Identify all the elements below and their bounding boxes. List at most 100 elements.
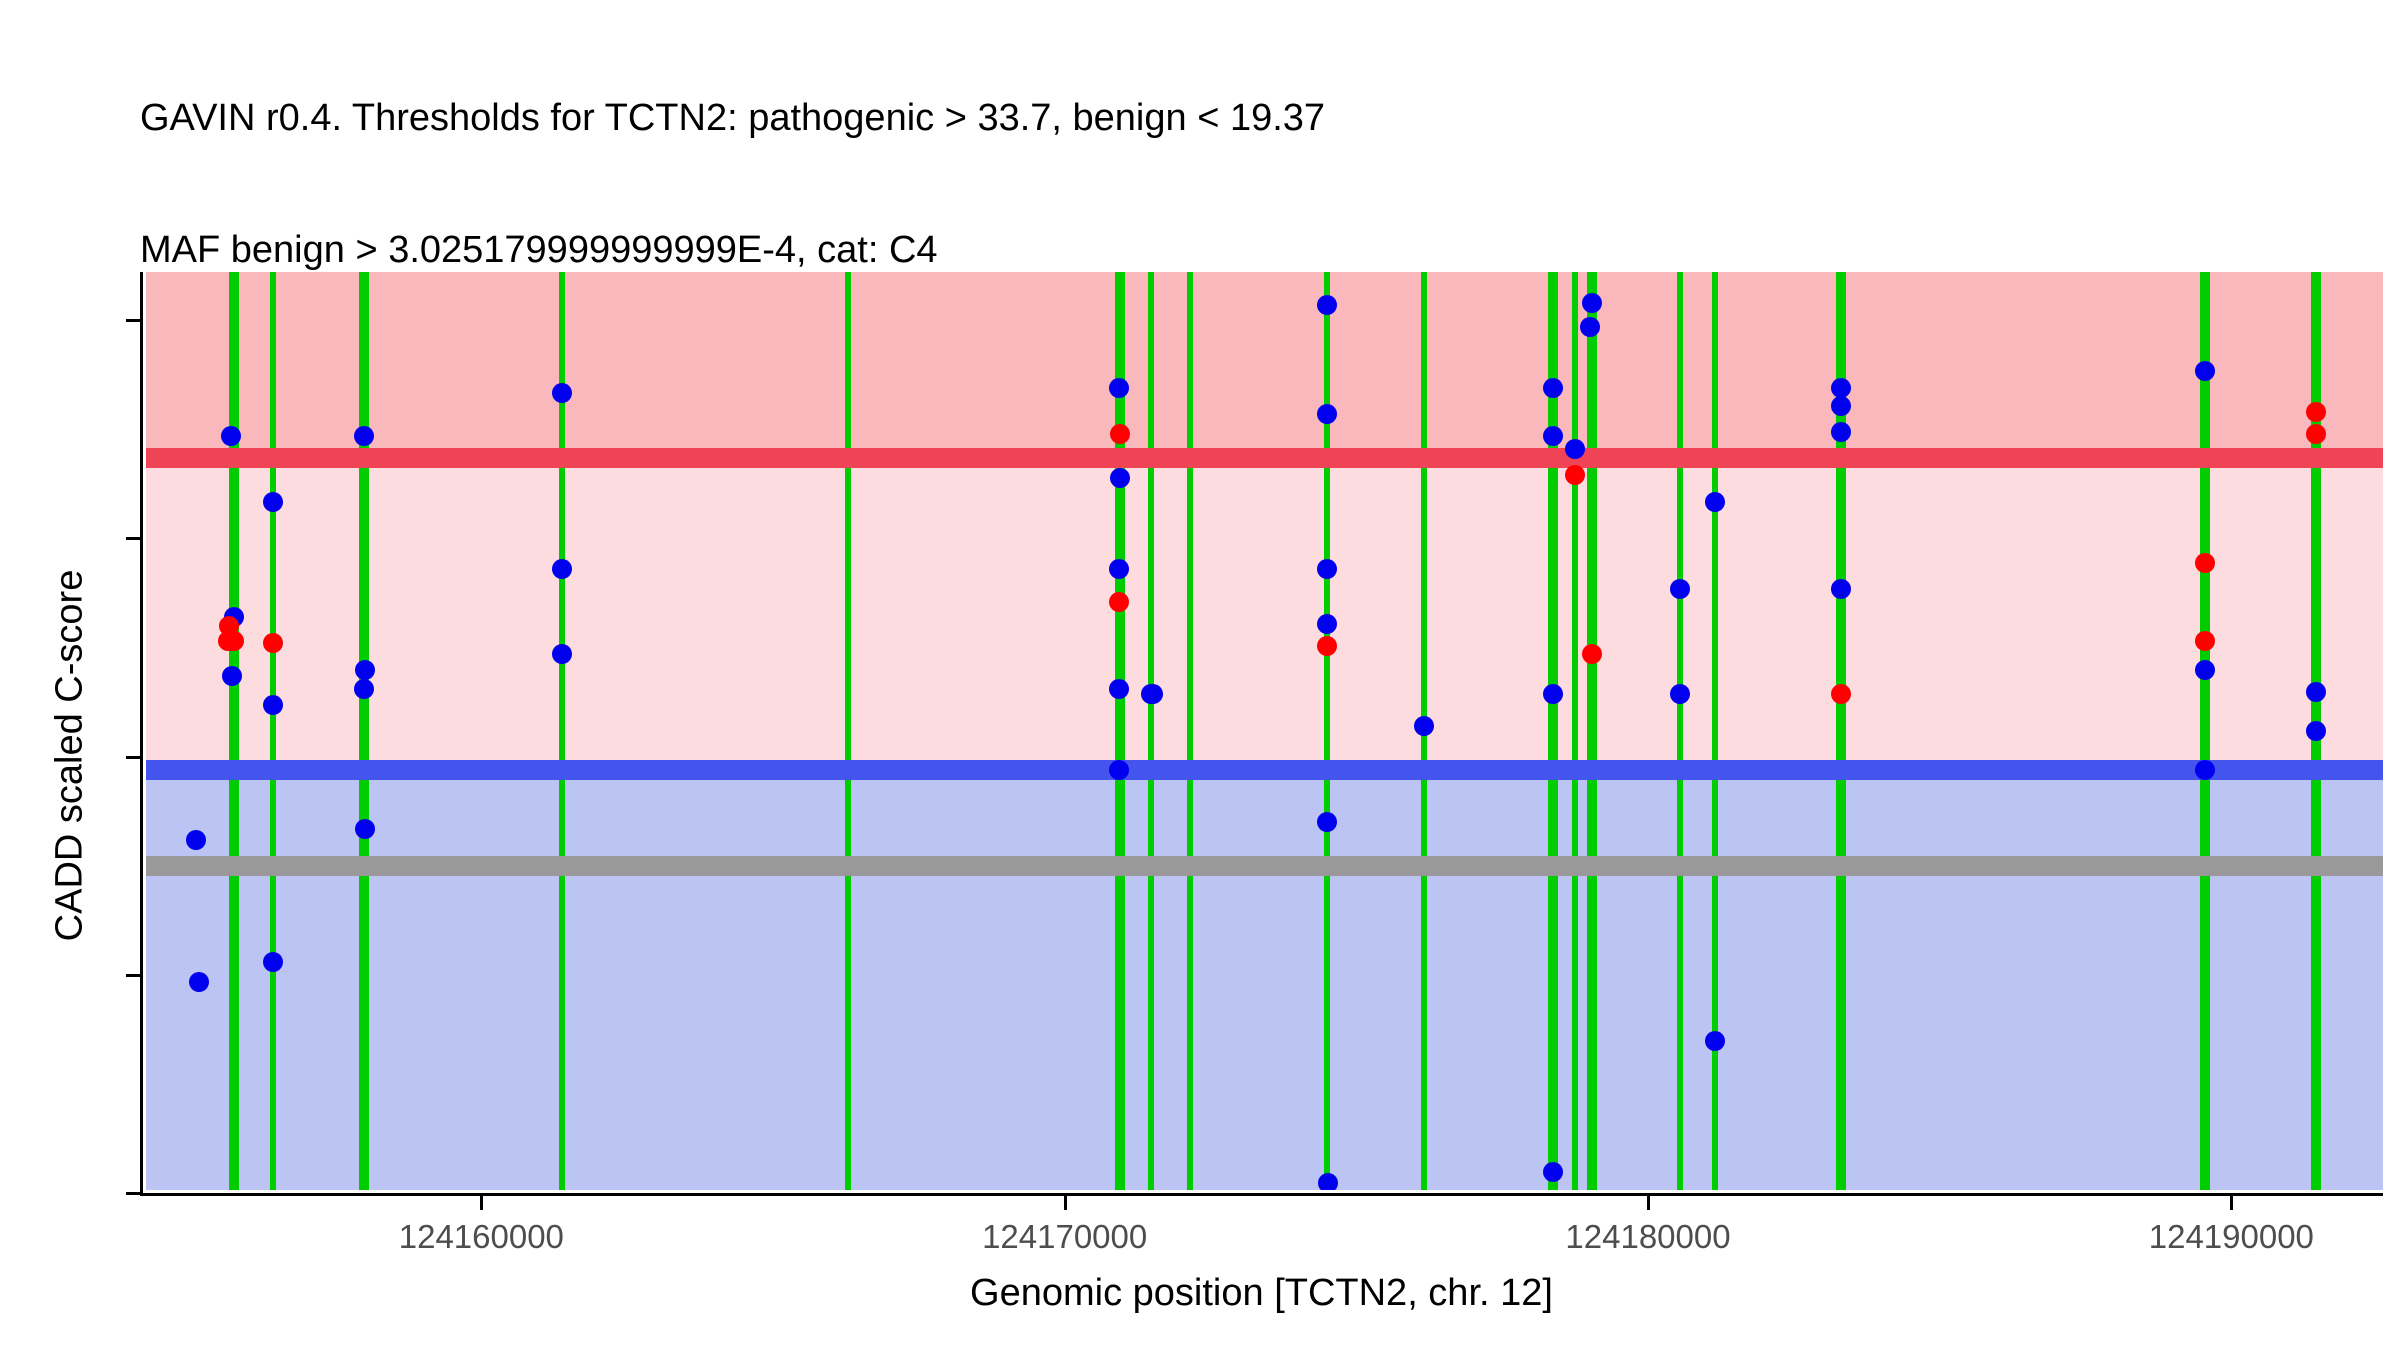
title-line-2: MAF benign > 3.025179999999999E-4, cat: … xyxy=(140,229,938,271)
y-tick-mark xyxy=(126,319,140,322)
gnomad-variant-point[interactable] xyxy=(221,426,242,447)
gnomad-variant-point[interactable] xyxy=(186,829,207,850)
gnomad-variant-point[interactable] xyxy=(263,952,284,973)
x-tick-label: 124190000 xyxy=(2148,1218,2314,1255)
gnomad-variant-point[interactable] xyxy=(1580,317,1601,338)
gnomad-variant-point[interactable] xyxy=(551,644,572,665)
gnomad-variant-point[interactable] xyxy=(2195,760,2216,781)
gnomad-variant-point[interactable] xyxy=(1543,1161,1563,1182)
y-tick-mark xyxy=(126,1192,140,1195)
clinvar-pathogenic-variant-point[interactable] xyxy=(223,631,244,652)
gnomad-variant-point[interactable] xyxy=(1142,683,1163,704)
refseq-exon-line xyxy=(228,272,239,1190)
gnomad-variant-point[interactable] xyxy=(1109,559,1129,580)
genome-wide-fallback-threshold-line xyxy=(146,855,2383,876)
gnomad-variant-point[interactable] xyxy=(1830,578,1851,599)
clinvar-pathogenic-variant-point[interactable] xyxy=(2306,402,2326,423)
gnomad-variant-point[interactable] xyxy=(2195,659,2216,680)
gnomad-variant-point[interactable] xyxy=(1317,613,1338,634)
gnomad-variant-point[interactable] xyxy=(1705,491,1726,512)
benign-threshold-line xyxy=(146,760,2383,781)
gnomad-variant-point[interactable] xyxy=(1413,716,1434,737)
refseq-exon-line xyxy=(1115,272,1126,1190)
y-tick-mark xyxy=(126,537,140,541)
gnomad-variant-point[interactable] xyxy=(1670,683,1691,704)
clinvar-pathogenic-variant-point[interactable] xyxy=(2195,631,2216,652)
gnomad-variant-point[interactable] xyxy=(188,971,209,992)
refseq-exon-line xyxy=(1324,272,1331,1190)
gnomad-variant-point[interactable] xyxy=(1317,812,1338,833)
vous-band xyxy=(146,457,2383,771)
clinvar-pathogenic-variant-point[interactable] xyxy=(1565,465,1586,486)
clinvar-pathogenic-variant-point[interactable] xyxy=(2195,552,2216,573)
clinvar-pathogenic-variant-point[interactable] xyxy=(1581,644,1602,665)
clinvar-pathogenic-variant-point[interactable] xyxy=(1109,592,1129,613)
gnomad-variant-point[interactable] xyxy=(1317,1172,1338,1190)
refseq-exon-line xyxy=(1147,272,1154,1190)
gnomad-variant-point[interactable] xyxy=(1705,1030,1726,1051)
pathogenic-threshold-line xyxy=(146,447,2383,468)
pathogenic-band xyxy=(146,272,2383,458)
gnomad-variant-point[interactable] xyxy=(1543,378,1563,399)
clinvar-pathogenic-variant-point[interactable] xyxy=(262,633,283,654)
gnomad-variant-point[interactable] xyxy=(1543,426,1563,447)
y-axis-title: CADD scaled C-score xyxy=(48,569,91,942)
gnomad-variant-point[interactable] xyxy=(1109,760,1129,781)
gnomad-variant-point[interactable] xyxy=(1317,404,1338,425)
refseq-exon-line xyxy=(1548,272,1558,1190)
gnomad-variant-point[interactable] xyxy=(1317,295,1338,316)
gnomad-variant-point[interactable] xyxy=(262,491,283,512)
x-tick-label: 124180000 xyxy=(1565,1218,1731,1255)
gnomad-variant-point[interactable] xyxy=(1317,559,1338,580)
gnomad-variant-point[interactable] xyxy=(1670,578,1691,599)
plot-frame xyxy=(140,272,2383,1196)
gnomad-variant-point[interactable] xyxy=(2195,360,2216,381)
clinvar-pathogenic-variant-point[interactable] xyxy=(218,616,239,637)
gnomad-variant-point[interactable] xyxy=(1109,378,1129,399)
refseq-exon-line xyxy=(269,272,276,1190)
refseq-exon-line xyxy=(558,272,565,1190)
y-tick-mark xyxy=(126,755,140,759)
title-line-1: GAVIN r0.4. Thresholds for TCTN2: pathog… xyxy=(140,97,1326,139)
benign-band xyxy=(146,770,2383,1190)
gnomad-variant-point[interactable] xyxy=(1109,679,1129,700)
refseq-exon-line xyxy=(1187,272,1194,1190)
x-tick-label: 124170000 xyxy=(982,1218,1148,1255)
gnomad-variant-point[interactable] xyxy=(262,694,283,715)
refseq-exon-line xyxy=(1572,272,1579,1190)
x-tick-mark xyxy=(1063,1196,1067,1210)
clinvar-pathogenic-variant-point[interactable] xyxy=(1830,683,1851,704)
x-tick-mark xyxy=(1647,1196,1650,1210)
refseq-exon-line xyxy=(359,272,370,1190)
refseq-exon-line xyxy=(2200,272,2211,1190)
gnomad-variant-point[interactable] xyxy=(551,382,572,403)
gnomad-variant-point[interactable] xyxy=(222,666,243,687)
gnomad-variant-point[interactable] xyxy=(2306,681,2326,702)
gnomad-variant-point[interactable] xyxy=(1565,439,1586,460)
x-tick-mark xyxy=(2230,1196,2234,1210)
plot-area xyxy=(146,272,2383,1190)
gnomad-variant-point[interactable] xyxy=(1110,467,1131,488)
gnomad-variant-point[interactable] xyxy=(1543,683,1563,704)
y-tick-mark xyxy=(126,973,140,977)
gnomad-variant-point[interactable] xyxy=(354,679,375,700)
clinvar-pathogenic-variant-point[interactable] xyxy=(1110,423,1131,444)
refseq-exon-line xyxy=(1586,272,1597,1190)
x-tick-mark xyxy=(480,1196,484,1210)
gnomad-variant-point[interactable] xyxy=(1830,421,1851,442)
gnomad-variant-point[interactable] xyxy=(1830,378,1851,399)
gnomad-variant-point[interactable] xyxy=(354,426,375,447)
gnomad-variant-point[interactable] xyxy=(1581,293,1602,314)
gnomad-variant-point[interactable] xyxy=(551,559,572,580)
refseq-exon-line xyxy=(844,272,851,1190)
x-axis-title: Genomic position [TCTN2, chr. 12] xyxy=(970,1272,1553,1314)
gnomad-variant-point[interactable] xyxy=(355,818,376,839)
gnomad-variant-point[interactable] xyxy=(2306,720,2326,741)
x-tick-label: 124160000 xyxy=(398,1218,564,1255)
gnomad-variant-point[interactable] xyxy=(355,659,376,680)
clinvar-pathogenic-variant-point[interactable] xyxy=(2306,423,2326,444)
refseq-exon-line xyxy=(1835,272,1846,1190)
gnomad-variant-point[interactable] xyxy=(1830,395,1851,416)
clinvar-pathogenic-variant-point[interactable] xyxy=(1317,635,1338,656)
